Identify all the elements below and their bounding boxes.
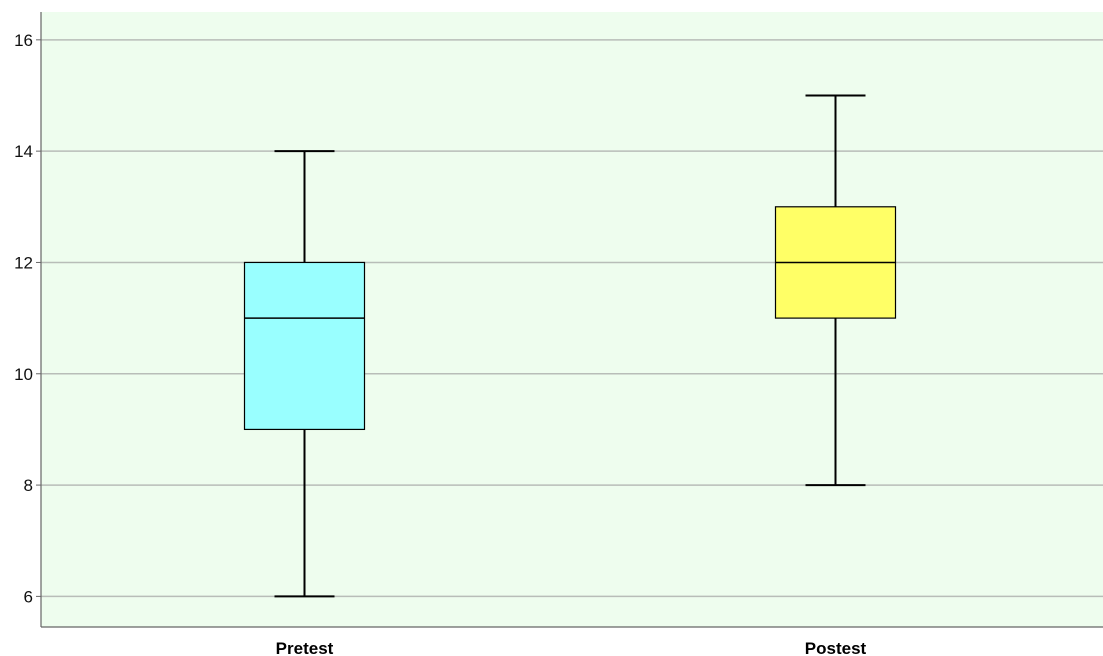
box-pretest	[243, 150, 366, 598]
y-tick-label: 16	[14, 31, 33, 50]
boxes	[243, 94, 897, 598]
iqr-box-pretest	[243, 261, 366, 431]
plot-area	[41, 12, 1103, 627]
y-tick-label: 8	[24, 476, 33, 495]
box-postest	[774, 94, 897, 487]
x-axis-labels: Pretest Postest	[276, 639, 867, 656]
gridlines	[41, 39, 1103, 598]
x-category-label-pretest: Pretest	[276, 639, 334, 656]
y-tick-label: 10	[14, 365, 33, 384]
y-tick-label: 6	[24, 587, 33, 606]
y-tick-label: 12	[14, 253, 33, 272]
axes	[40, 12, 1103, 628]
x-category-label-postest: Postest	[805, 639, 867, 656]
y-axis-ticks: 6 8 10 12 14 16	[14, 31, 41, 606]
y-tick-label: 14	[14, 142, 33, 161]
